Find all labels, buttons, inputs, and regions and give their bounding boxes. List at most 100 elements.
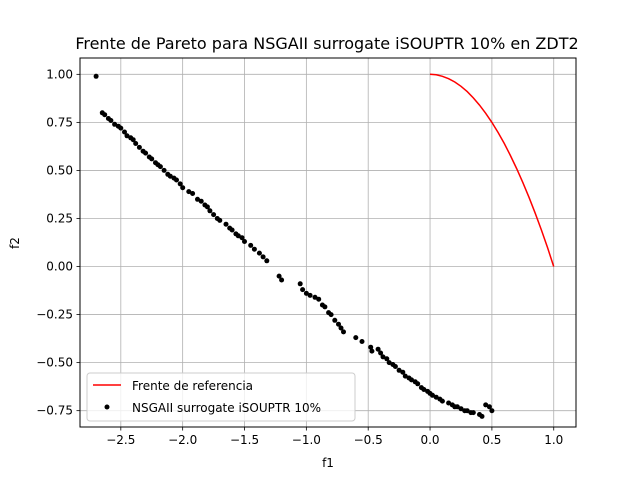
x-tick-label: −1.0 — [292, 433, 321, 447]
surrogate-point — [415, 381, 421, 387]
chart-title: Frente de Pareto para NSGAII surrogate i… — [75, 34, 578, 53]
surrogate-point — [211, 212, 217, 218]
surrogate-point — [229, 227, 235, 233]
surrogate-point — [458, 406, 464, 412]
surrogate-point — [433, 394, 439, 400]
surrogate-point — [102, 112, 108, 118]
surrogate-point — [136, 144, 142, 150]
surrogate-point — [332, 317, 338, 323]
y-tick-label: 0.50 — [46, 163, 73, 177]
y-tick-label: 0.25 — [46, 211, 73, 225]
surrogate-point — [336, 321, 341, 327]
surrogate-point — [124, 133, 130, 139]
surrogate-point — [303, 290, 309, 296]
surrogate-point — [396, 367, 402, 373]
y-tick-label: 0.00 — [46, 260, 73, 274]
surrogate-point — [338, 325, 344, 331]
surrogate-point — [386, 360, 392, 366]
x-tick-label: −2.0 — [168, 433, 197, 447]
y-tick-label: −0.25 — [36, 308, 73, 322]
surrogate-point — [392, 364, 398, 369]
surrogate-point — [186, 189, 192, 195]
surrogate-point — [439, 398, 445, 404]
surrogate-point — [279, 277, 285, 283]
reference-front-line — [429, 73, 555, 267]
surrogate-point — [157, 164, 163, 170]
surrogate-point — [486, 404, 492, 410]
surrogate-point — [353, 335, 359, 341]
surrogate-point — [368, 344, 374, 350]
surrogate-point — [177, 181, 183, 187]
surrogate-point — [217, 217, 223, 223]
surrogate-point — [380, 354, 386, 360]
y-tick-label: −0.50 — [36, 356, 73, 370]
surrogate-point — [133, 141, 139, 146]
y-axis-label: f2 — [8, 237, 22, 249]
y-tick-label: 1.00 — [46, 67, 73, 81]
x-tick-label: −1.5 — [230, 433, 259, 447]
axis-ticks: −2.5 −2.0 −1.5 −1.0 −0.5 0.0 0.5 1.0 −0.75 −0.50 −… — [36, 67, 563, 447]
surrogate-point — [312, 294, 318, 300]
surrogate-point — [300, 287, 306, 293]
surrogate-point — [483, 402, 489, 408]
x-tick-label: −2.5 — [106, 433, 135, 447]
surrogate-point — [180, 185, 186, 191]
surrogate-point — [384, 356, 390, 362]
x-tick-label: 1.0 — [544, 433, 563, 447]
surrogate-point — [454, 404, 460, 410]
y-tick-label: 0.75 — [46, 115, 73, 129]
surrogate-point — [359, 339, 365, 344]
x-tick-label: −0.5 — [354, 433, 383, 447]
surrogate-point — [239, 235, 245, 241]
surrogate-point — [479, 413, 485, 419]
legend-label-reference: Frente de referencia — [132, 379, 253, 393]
surrogate-point — [470, 410, 476, 416]
surrogate-point — [402, 373, 408, 379]
surrogate-point — [400, 369, 406, 375]
surrogate-point — [248, 242, 254, 248]
surrogate-point — [130, 137, 136, 143]
surrogate-point — [149, 156, 155, 162]
legend-marker-swatch — [104, 404, 110, 410]
surrogate-point — [143, 150, 149, 156]
surrogate-point — [375, 346, 381, 352]
surrogate-point — [235, 233, 241, 239]
surrogate-point — [446, 400, 452, 406]
surrogate-point — [207, 208, 213, 214]
surrogate-point — [174, 177, 179, 183]
surrogate-point — [256, 250, 262, 256]
surrogate-point — [118, 125, 124, 131]
surrogate-point — [264, 258, 270, 264]
surrogate-point — [464, 408, 470, 414]
surrogate-point — [316, 296, 322, 302]
surrogate-point — [489, 408, 495, 414]
surrogate-point — [195, 196, 200, 202]
surrogate-point — [242, 239, 247, 244]
y-tick-label: −0.75 — [36, 404, 73, 418]
surrogate-point — [341, 329, 346, 335]
surrogate-point — [93, 73, 99, 79]
surrogate-point — [378, 350, 384, 356]
surrogate-point — [297, 281, 303, 287]
surrogate-point — [223, 221, 229, 227]
surrogate-point — [167, 173, 173, 179]
surrogate-point — [161, 167, 167, 173]
surrogate-point — [190, 191, 196, 196]
surrogate-point — [322, 304, 328, 310]
plot-area — [93, 73, 555, 419]
surrogate-point — [421, 387, 427, 392]
surrogate-point — [276, 273, 282, 279]
x-tick-label: 0.5 — [482, 433, 501, 447]
x-axis-label: f1 — [322, 456, 334, 470]
legend: Frente de referencia NSGAII surrogate iS… — [86, 372, 356, 422]
surrogate-point — [369, 348, 375, 354]
surrogate-point — [204, 204, 210, 210]
legend-label-surrogate: NSGAII surrogate iSOUPTR 10% — [132, 401, 321, 415]
surrogate-point — [430, 392, 435, 398]
surrogate-point — [198, 198, 204, 204]
surrogate-point — [108, 118, 114, 123]
surrogate-point — [122, 129, 127, 135]
surrogate-point — [112, 121, 118, 127]
x-tick-label: 0.0 — [420, 433, 439, 447]
